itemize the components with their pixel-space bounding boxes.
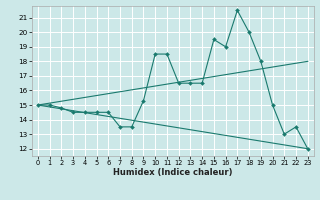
X-axis label: Humidex (Indice chaleur): Humidex (Indice chaleur): [113, 168, 233, 177]
